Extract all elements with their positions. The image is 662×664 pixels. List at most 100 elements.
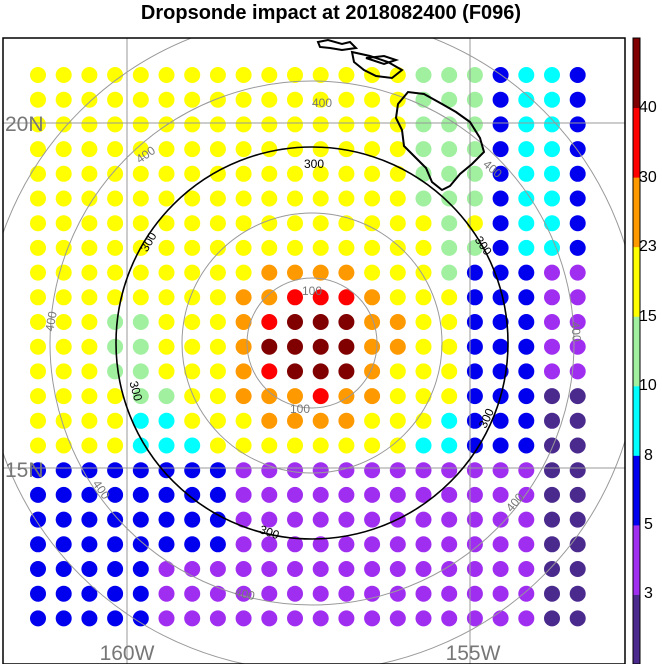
sonde-impact-dot <box>158 314 175 330</box>
sonde-impact-dot <box>209 91 226 108</box>
sonde-impact-dot <box>55 462 72 479</box>
sonde-impact-dot <box>81 486 98 503</box>
sonde-impact-dot <box>235 437 252 454</box>
sonde-impact-dot <box>415 116 432 133</box>
sonde-impact-dot <box>261 314 278 330</box>
sonde-impact-dot <box>287 363 303 380</box>
sonde-impact-dot <box>209 585 226 602</box>
sonde-impact-dot <box>30 462 46 479</box>
sonde-impact-dot <box>364 215 381 232</box>
sonde-impact-dot <box>518 67 535 83</box>
sonde-impact-dot <box>518 215 535 232</box>
sonde-impact-dot <box>55 67 72 83</box>
sonde-impact-dot <box>261 585 278 602</box>
sonde-impact-dot <box>132 141 149 158</box>
sonde-impact-dot <box>466 486 483 503</box>
sonde-impact-dot <box>107 215 124 232</box>
lat-label-15n: 15N <box>5 459 44 482</box>
sonde-impact-dot <box>544 314 560 330</box>
sonde-impact-dot <box>312 239 329 256</box>
sonde-impact-dot <box>30 67 46 83</box>
sonde-impact-dot <box>312 289 329 306</box>
colorbar-label-23: 23 <box>639 238 657 255</box>
sonde-impact-dot <box>389 67 406 83</box>
sonde-impact-dot <box>235 239 252 256</box>
sonde-impact-dot <box>415 141 432 158</box>
sonde-impact-dot <box>158 165 175 182</box>
sonde-impact-dot <box>261 239 278 256</box>
sonde-impact-dot <box>312 388 329 405</box>
sonde-impact-dot <box>544 388 560 405</box>
sonde-impact-dot <box>55 412 72 429</box>
sonde-impact-dot <box>544 264 560 281</box>
sonde-impact-dot <box>132 289 149 306</box>
map-frame <box>2 37 626 664</box>
sonde-impact-dot <box>441 67 458 83</box>
sonde-impact-dot <box>107 486 124 503</box>
sonde-impact-dot <box>441 363 458 380</box>
sonde-impact-dot <box>518 314 535 330</box>
sonde-impact-dot <box>261 264 278 281</box>
sonde-impact-dot <box>389 437 406 454</box>
sonde-impact-dot <box>441 412 458 429</box>
sonde-impact-dot <box>81 190 98 207</box>
sonde-impact-dot <box>261 67 278 83</box>
sonde-impact-dot <box>492 215 509 232</box>
sonde-impact-dot <box>132 116 149 133</box>
sonde-impact-dot <box>441 314 458 330</box>
sonde-impact-dot <box>30 412 46 429</box>
sonde-impact-dot <box>261 462 278 479</box>
sonde-impact-dot <box>312 264 329 281</box>
sonde-impact-dot <box>209 363 226 380</box>
sonde-impact-dot <box>338 165 355 182</box>
sonde-impact-dot <box>466 585 483 602</box>
sonde-impact-dot <box>466 239 483 256</box>
sonde-impact-dot <box>466 610 483 627</box>
sonde-impact-dot <box>287 511 303 528</box>
sonde-impact-dot <box>415 338 432 355</box>
ring-label-300-bottom: 300 <box>258 522 282 542</box>
sonde-impact-dot <box>107 437 124 454</box>
sonde-impact-dot <box>312 511 329 528</box>
sonde-impact-dot <box>107 363 124 380</box>
sonde-impact-dot <box>364 91 381 108</box>
sonde-impact-dot <box>81 585 98 602</box>
sonde-impact-dot <box>287 190 303 207</box>
sonde-impact-dot <box>492 91 509 108</box>
sonde-impact-dot <box>338 264 355 281</box>
sonde-impact-dot <box>132 338 149 355</box>
sonde-impact-dot <box>544 561 560 577</box>
sonde-impact-dot <box>209 116 226 133</box>
sonde-impact-dot <box>287 486 303 503</box>
sonde-impact-dot <box>81 239 98 256</box>
sonde-impact-dot <box>209 412 226 429</box>
sonde-impact-dot <box>415 289 432 306</box>
sonde-impact-dot <box>184 486 201 503</box>
sonde-impact-dot <box>389 363 406 380</box>
sonde-impact-dot <box>287 610 303 627</box>
sonde-impact-dot <box>55 91 72 108</box>
sonde-impact-dot <box>30 363 46 380</box>
sonde-impact-dot <box>415 190 432 207</box>
colorbar-bin <box>633 455 640 526</box>
colorbar-bin <box>633 177 640 248</box>
sonde-impact-dot <box>569 239 586 256</box>
sonde-impact-dot <box>338 239 355 256</box>
sonde-impact-dot <box>158 536 175 553</box>
sonde-impact-dot <box>287 289 303 306</box>
sonde-impact-dot <box>312 141 329 158</box>
sonde-impact-dot <box>30 116 46 133</box>
sonde-impact-dot <box>132 388 149 405</box>
sonde-impact-dot <box>55 165 72 182</box>
sonde-impact-dot <box>569 190 586 207</box>
sonde-impact-dot <box>209 338 226 355</box>
ring-label-100-top: 100 <box>302 284 322 298</box>
sonde-impact-dot <box>441 511 458 528</box>
sonde-impact-dot <box>544 462 560 479</box>
sonde-impact-dot <box>287 388 303 405</box>
sonde-impact-dot <box>415 239 432 256</box>
lon-label-160w: 160W <box>100 642 155 664</box>
sonde-impact-dot <box>569 437 586 454</box>
ring-label-400-top: 400 <box>312 96 332 110</box>
sonde-impact-dot <box>364 388 381 405</box>
